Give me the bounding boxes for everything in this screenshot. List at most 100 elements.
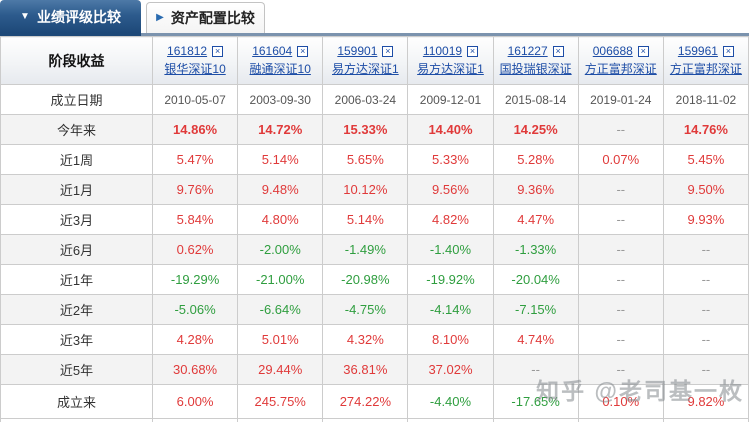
- value-cell: 245.75%: [237, 384, 324, 419]
- value-cell: 4.32%: [322, 324, 409, 355]
- table-row: 近1年 -19.29% -21.00% -20.98% -19.92% -20.04% --…: [0, 264, 749, 295]
- stage-return-header: 阶段收益: [0, 36, 153, 85]
- value-cell: -1.49%: [322, 234, 409, 265]
- row-label: 近6月: [0, 234, 153, 265]
- value-cell: 4.47%: [492, 204, 579, 235]
- row-label: 成立日期: [0, 84, 153, 115]
- value-cell: 5.45%: [662, 144, 749, 175]
- value-cell: -19.92%: [407, 264, 494, 295]
- partial-cell: [577, 418, 664, 422]
- fund-name-link[interactable]: 方正富邦深证: [669, 62, 742, 76]
- fund-code-link[interactable]: 159961: [677, 44, 718, 58]
- value-cell: --: [577, 354, 664, 385]
- fund-column-header: 161812 × 银华深证10: [151, 36, 239, 85]
- tab-divider-line: [0, 33, 749, 36]
- tab-asset-allocation-comparison[interactable]: ▶ 资产配置比较: [146, 2, 265, 33]
- value-cell: 5.33%: [407, 144, 494, 175]
- value-cell: 9.56%: [407, 174, 494, 205]
- value-cell: --: [577, 174, 664, 205]
- triangle-right-icon: ▶: [156, 12, 164, 23]
- partial-cell: [237, 418, 324, 422]
- value-cell: 9.93%: [662, 204, 749, 235]
- fund-name-link[interactable]: 融通深证10: [249, 62, 311, 76]
- value-cell: -21.00%: [237, 264, 324, 295]
- value-cell: 2015-08-14: [492, 84, 579, 115]
- fund-code-link[interactable]: 110019: [422, 44, 463, 58]
- value-cell: 0.10%: [577, 384, 664, 419]
- value-cell: 14.72%: [237, 114, 324, 145]
- value-cell: --: [577, 114, 664, 145]
- value-cell: 2010-05-07: [151, 84, 239, 115]
- fund-name-link[interactable]: 方正富邦深证: [584, 62, 657, 76]
- value-cell: 5.14%: [322, 204, 409, 235]
- value-cell: 0.62%: [151, 234, 239, 265]
- row-label: 近1周: [0, 144, 153, 175]
- value-cell: 14.86%: [151, 114, 239, 145]
- value-cell: --: [577, 294, 664, 325]
- remove-fund-icon[interactable]: ×: [467, 45, 479, 57]
- fund-code-link[interactable]: 161604: [252, 44, 293, 58]
- value-cell: 30.68%: [151, 354, 239, 385]
- remove-fund-icon[interactable]: ×: [637, 45, 649, 57]
- value-cell: -17.65%: [492, 384, 579, 419]
- value-cell: -5.06%: [151, 294, 239, 325]
- table-header-row: 阶段收益 161812 × 银华深证10 161604 × 融通深证10 159901 × 易方…: [0, 36, 749, 85]
- value-cell: 14.25%: [492, 114, 579, 145]
- fund-column-header: 161604 × 融通深证10: [237, 36, 324, 85]
- partial-cell: [322, 418, 409, 422]
- value-cell: 0.07%: [577, 144, 664, 175]
- fund-name-link[interactable]: 易方达深证1: [332, 62, 399, 76]
- fund-name-link[interactable]: 国投瑞银深证: [499, 62, 572, 76]
- value-cell: -4.40%: [407, 384, 494, 419]
- value-cell: 9.76%: [151, 174, 239, 205]
- partial-cell: [151, 418, 239, 422]
- row-label: 近3月: [0, 204, 153, 235]
- fund-code-link[interactable]: 161812: [167, 44, 208, 58]
- value-cell: -20.04%: [492, 264, 579, 295]
- value-cell: -7.15%: [492, 294, 579, 325]
- fund-code-link[interactable]: 006688: [592, 44, 633, 58]
- value-cell: --: [662, 264, 749, 295]
- fund-code-link[interactable]: 159901: [337, 44, 378, 58]
- value-cell: 9.36%: [492, 174, 579, 205]
- row-label: 近2年: [0, 294, 153, 325]
- remove-fund-icon[interactable]: ×: [552, 45, 564, 57]
- fund-name-link[interactable]: 银华深证10: [164, 62, 226, 76]
- value-cell: 14.40%: [407, 114, 494, 145]
- partial-cell: [662, 418, 749, 422]
- triangle-down-icon: ▼: [20, 10, 30, 22]
- tab-asset-label: 资产配置比较: [170, 10, 255, 26]
- fund-column-header: 110019 × 易方达深证1: [407, 36, 494, 85]
- remove-fund-icon[interactable]: ×: [297, 45, 309, 57]
- value-cell: 5.28%: [492, 144, 579, 175]
- value-cell: 5.65%: [322, 144, 409, 175]
- row-label: 成立来: [0, 384, 153, 419]
- value-cell: 14.76%: [662, 114, 749, 145]
- value-cell: -6.64%: [237, 294, 324, 325]
- tab-performance-rating-comparison[interactable]: ▼ 业绩评级比较: [0, 0, 141, 33]
- value-cell: --: [577, 324, 664, 355]
- remove-fund-icon[interactable]: ×: [212, 45, 224, 57]
- value-cell: -1.40%: [407, 234, 494, 265]
- fund-column-header: 159901 × 易方达深证1: [322, 36, 409, 85]
- value-cell: 36.81%: [322, 354, 409, 385]
- value-cell: --: [577, 234, 664, 265]
- tab-performance-label: 业绩评级比较: [36, 8, 121, 25]
- value-cell: 4.80%: [237, 204, 324, 235]
- value-cell: 15.33%: [322, 114, 409, 145]
- fund-name-link[interactable]: 易方达深证1: [417, 62, 484, 76]
- table-row: 近2年 -5.06% -6.64% -4.75% -4.14% -7.15% -- --: [0, 294, 749, 325]
- value-cell: 274.22%: [322, 384, 409, 419]
- value-cell: --: [662, 234, 749, 265]
- remove-fund-icon[interactable]: ×: [382, 45, 394, 57]
- partial-cell: [407, 418, 494, 422]
- row-label: 近5年: [0, 354, 153, 385]
- value-cell: 5.01%: [237, 324, 324, 355]
- value-cell: 10.12%: [322, 174, 409, 205]
- remove-fund-icon[interactable]: ×: [722, 45, 734, 57]
- fund-code-link[interactable]: 161227: [507, 44, 548, 58]
- partial-row: [0, 418, 749, 422]
- fund-column-header: 159961 × 方正富邦深证: [662, 36, 749, 85]
- value-cell: -2.00%: [237, 234, 324, 265]
- table-row: 近3年 4.28% 5.01% 4.32% 8.10% 4.74% -- --: [0, 324, 749, 355]
